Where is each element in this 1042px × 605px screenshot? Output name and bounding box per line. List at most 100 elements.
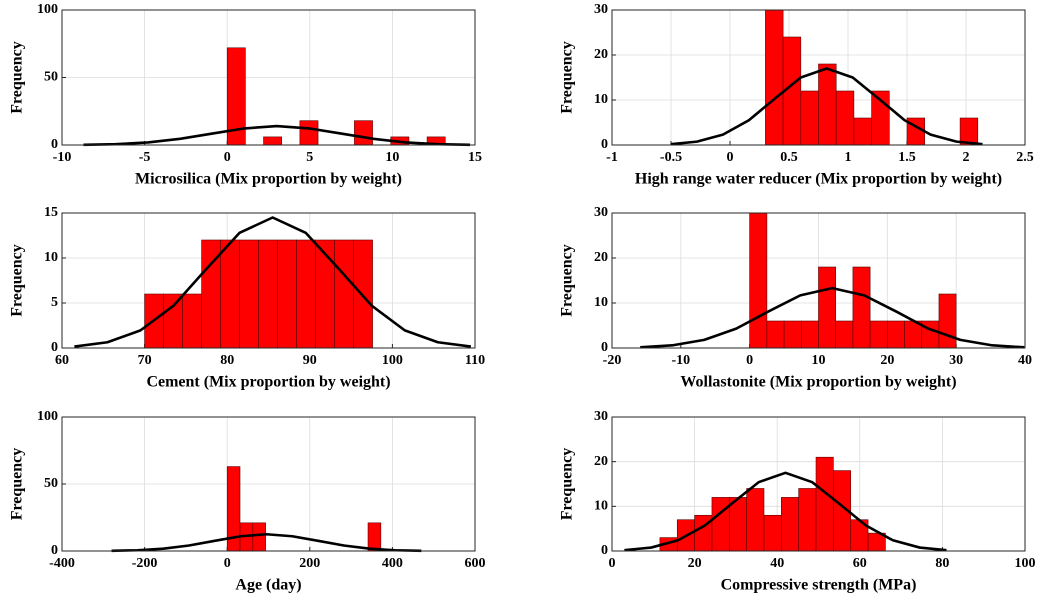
y-tick-label: 20: [594, 47, 608, 62]
y-tick-label: 0: [601, 340, 608, 355]
y-axis-label: Frequency: [559, 244, 576, 317]
axes-box: [61, 416, 476, 552]
x-tick-label: 90: [303, 353, 317, 368]
y-axis-label: Frequency: [9, 41, 26, 114]
axes-box: [61, 9, 476, 146]
bar: [852, 266, 871, 349]
y-tick-label: 20: [594, 454, 608, 469]
x-tick-label: 1: [845, 150, 852, 165]
x-tick-label: -10: [53, 150, 72, 165]
bar: [869, 320, 888, 349]
bar: [315, 239, 335, 349]
x-axis-label: Cement (Mix proportion by weight): [146, 374, 390, 391]
x-axis-label: Microsilica (Mix proportion by weight): [135, 171, 402, 188]
bar: [354, 120, 373, 146]
y-tick-label: 5: [51, 295, 58, 310]
bar: [182, 293, 202, 349]
x-tick-label: 80: [220, 353, 234, 368]
axes-box: [61, 212, 476, 349]
fit-curve: [640, 286, 1025, 349]
bar: [887, 320, 905, 349]
x-tick-label: 60: [55, 353, 69, 368]
y-tick-label: 100: [37, 409, 58, 424]
y-tick-label: 0: [601, 543, 608, 558]
bar: [334, 239, 354, 349]
bar: [835, 90, 855, 146]
x-tick-label: 30: [949, 353, 963, 368]
bar: [766, 320, 785, 349]
x-tick-label: 2: [963, 150, 970, 165]
bar: [818, 63, 837, 146]
y-tick-label: 10: [594, 92, 608, 107]
y-axis-label: Frequency: [559, 448, 576, 521]
x-tick-label: 0.5: [780, 150, 798, 165]
x-axis-label: Age (day): [235, 577, 301, 594]
x-tick-label: 0: [727, 150, 734, 165]
x-tick-label: -5: [139, 150, 151, 165]
x-tick-label: -20: [603, 353, 622, 368]
x-tick-label: 2.5: [1016, 150, 1034, 165]
subplot: 0 20 40 60 80 100 0 10 20 30 Compressive strength …: [559, 409, 1036, 593]
x-tick-label: 80: [935, 556, 949, 571]
fit-curve: [111, 532, 422, 553]
bar: [263, 136, 283, 146]
bar: [277, 239, 297, 349]
x-tick-label: 10: [812, 353, 826, 368]
subplot: -20 -10 0 10 20 30 40 0 10 20 30 Wollastonite (Mix …: [559, 205, 1032, 390]
x-tick-label: 0: [609, 556, 616, 571]
x-tick-label: 400: [382, 556, 403, 571]
x-tick-label: -0.5: [660, 150, 682, 165]
bar: [258, 239, 278, 349]
y-tick-label: 0: [51, 543, 58, 558]
bar: [367, 522, 382, 552]
x-tick-label: 40: [1018, 353, 1032, 368]
x-tick-label: -200: [132, 556, 158, 571]
axes-box: [611, 212, 1026, 349]
bar: [765, 9, 784, 146]
bar: [353, 239, 373, 349]
bar: [783, 320, 802, 349]
y-tick-label: 10: [44, 250, 58, 265]
bar: [835, 320, 854, 349]
x-tick-label: 1.5: [898, 150, 916, 165]
x-tick-label: 0: [224, 556, 231, 571]
subplot: 60 70 80 90 100 110 0 5 10 15 Cement (Mix proporti…: [9, 205, 485, 390]
axes-box: [611, 9, 1026, 146]
fit-curve: [83, 124, 471, 147]
x-tick-label: 100: [382, 353, 403, 368]
x-tick-label: 0: [224, 150, 231, 165]
bar: [818, 266, 837, 349]
y-tick-label: 100: [37, 2, 58, 17]
fit-curve: [624, 471, 947, 552]
y-tick-label: 30: [594, 409, 608, 424]
x-axis-label: High range water reducer (Mix proportion…: [635, 171, 1002, 188]
bar: [220, 239, 240, 349]
x-tick-label: 40: [770, 556, 784, 571]
bar: [239, 239, 259, 349]
fit-curve: [74, 216, 472, 348]
x-tick-label: 600: [465, 556, 486, 571]
subplot: -1 -0.5 0 0.5 1 1.5 2 2.5 0 10 20 30 High range wate…: [559, 2, 1034, 187]
bar: [800, 320, 819, 349]
fit-curve: [670, 67, 983, 146]
bar: [252, 522, 266, 552]
bar: [728, 497, 747, 552]
y-tick-label: 30: [594, 205, 608, 220]
bar: [763, 514, 782, 552]
y-tick-label: 15: [44, 205, 58, 220]
x-axis-label: Wollastonite (Mix proportion by weight): [680, 374, 956, 391]
bar: [921, 320, 940, 349]
subplot: -10 -5 0 5 10 15 0 50 100 Microsilica (Mix propor…: [9, 2, 482, 187]
bar: [163, 293, 183, 349]
x-tick-label: -400: [49, 556, 75, 571]
y-tick-label: 10: [594, 499, 608, 514]
x-tick-label: 110: [465, 353, 485, 368]
y-tick-label: 30: [594, 2, 608, 17]
bar: [938, 293, 957, 349]
bar: [798, 488, 817, 552]
y-tick-label: 10: [594, 295, 608, 310]
y-tick-label: 0: [51, 137, 58, 152]
x-tick-label: 100: [1015, 556, 1036, 571]
x-axis-label: Compressive strength (MPa): [721, 577, 917, 594]
